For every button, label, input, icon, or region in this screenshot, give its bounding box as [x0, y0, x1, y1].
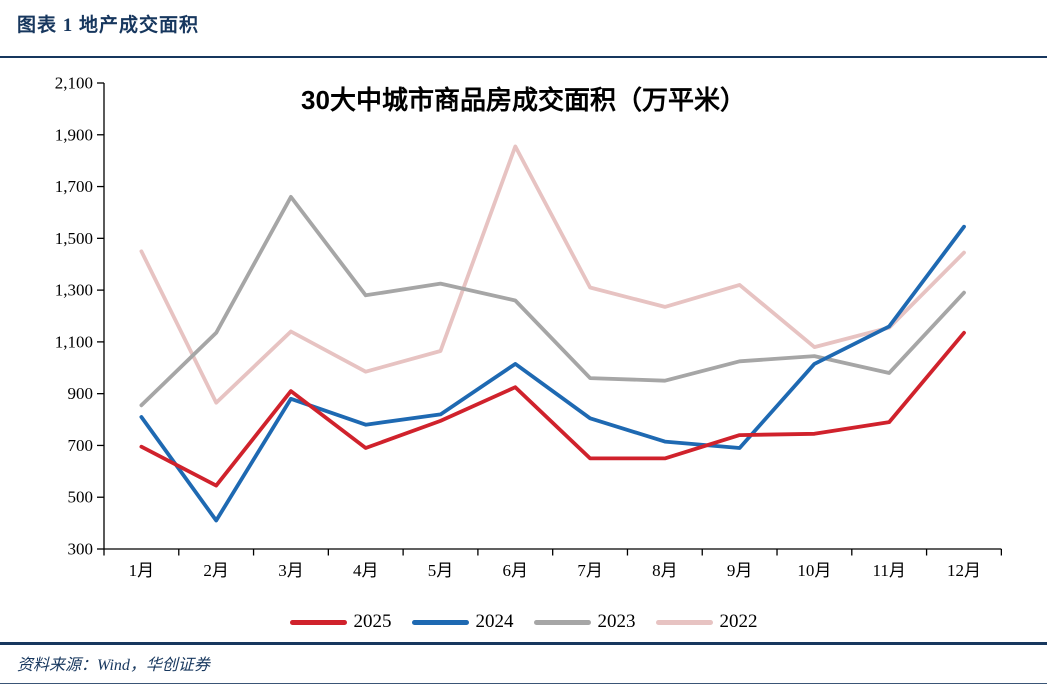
x-axis-label: 4月: [353, 561, 379, 580]
y-tick-label: 1,900: [55, 125, 93, 144]
y-tick-label: 2,100: [55, 74, 93, 93]
legend-item-2023: 2023: [533, 611, 636, 633]
header-divider: [0, 56, 1047, 58]
legend-swatch-2023: [533, 619, 591, 625]
legend-swatch-2025: [289, 619, 347, 625]
legend-item-2022: 2022: [655, 611, 758, 633]
x-axis-label: 9月: [727, 561, 753, 580]
y-tick-label: 1,500: [55, 229, 93, 248]
y-tick-label: 300: [68, 540, 94, 559]
series-line-2023: [139, 194, 966, 408]
y-tick-label: 700: [68, 436, 94, 455]
footer-divider: [0, 642, 1047, 645]
y-tick-label: 1,100: [55, 332, 93, 351]
bottom-divider: [0, 683, 1047, 684]
legend-swatch-2022: [655, 619, 713, 625]
chart-title: 30大中城市商品房成交面积（万平米）: [301, 85, 746, 115]
x-axis-label: 5月: [428, 561, 454, 580]
y-tick-label: 900: [68, 384, 94, 403]
x-axis-label: 10月: [797, 561, 831, 580]
x-axis-label: 8月: [652, 561, 678, 580]
series-line-2022: [139, 144, 966, 405]
x-axis-label: 11月: [873, 561, 906, 580]
legend-label: 2025: [353, 611, 392, 632]
legend-item-2025: 2025: [289, 611, 392, 633]
chart-legend: 2025 2024 2023 2022: [0, 611, 1047, 633]
legend-label: 2023: [597, 611, 636, 632]
legend-item-2024: 2024: [411, 611, 514, 633]
x-axis-label: 1月: [129, 561, 155, 580]
x-axis-label: 2月: [203, 561, 229, 580]
x-axis-label: 12月: [947, 561, 981, 580]
y-tick-label: 1,700: [55, 177, 93, 196]
series-line-2024: [139, 224, 966, 523]
source-note: 资料来源：Wind，华创证券: [17, 657, 210, 674]
x-axis-label: 7月: [577, 561, 603, 580]
y-tick-label: 1,300: [55, 281, 93, 300]
legend-label: 2024: [475, 611, 514, 632]
x-axis-label: 6月: [503, 561, 529, 580]
legend-label: 2022: [719, 611, 758, 632]
x-axis-label: 3月: [278, 561, 304, 580]
series-line-2025: [139, 330, 966, 488]
legend-swatch-2024: [411, 619, 469, 625]
figure-caption: 图表 1 地产成交面积: [17, 15, 200, 36]
y-tick-label: 500: [68, 488, 94, 507]
